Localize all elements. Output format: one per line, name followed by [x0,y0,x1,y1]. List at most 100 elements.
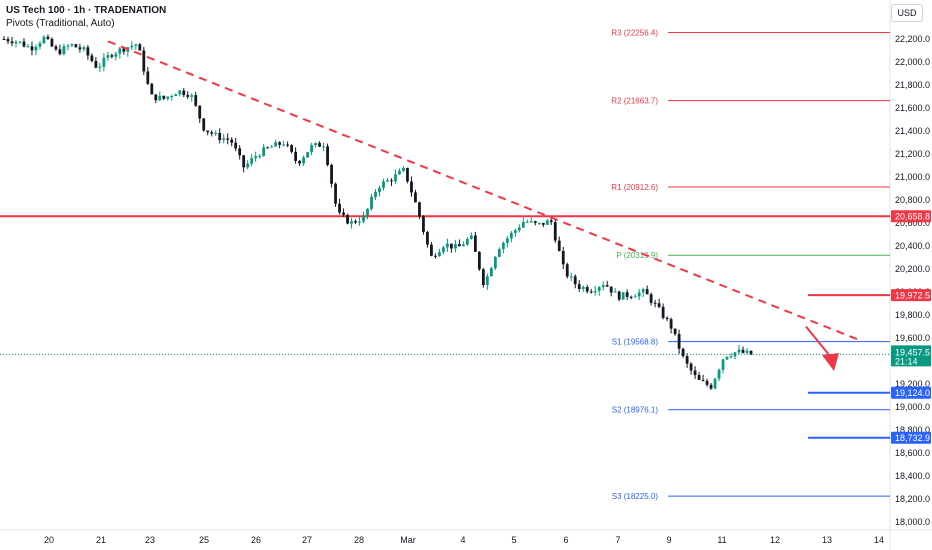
candle-body [573,276,577,285]
candle-body [22,41,26,47]
candle-body [174,94,178,97]
last-price-tag [891,345,931,367]
x-tick-label: 21 [96,535,106,545]
candle-body [657,303,661,307]
candle-body [266,147,270,149]
candle-body [477,251,481,270]
candle-body [693,370,697,376]
candle-body [142,50,146,72]
candle-body [78,47,82,50]
candle-body [509,232,513,239]
candle-body [58,49,62,55]
pivot-label-r1: R1 (20912.6) [611,183,658,192]
pivot-label-p: P (20319.9) [616,251,658,260]
candle-body [729,356,733,358]
x-tick-label: 26 [251,535,261,545]
y-tick-label: 18,600.0 [895,448,930,458]
candle-body [98,66,102,68]
candle-body [653,302,657,304]
candle-body [434,255,437,257]
candle-body [641,289,645,293]
candle-body [290,145,294,152]
candle-body [430,244,433,256]
candle-body [42,36,46,44]
x-tick-label: 6 [563,535,568,545]
candle-body [282,144,286,146]
x-tick-label: 7 [615,535,620,545]
candle-body [382,181,385,188]
x-tick-label: 25 [199,535,209,545]
indicator-label[interactable]: Pivots (Traditional, Auto) [6,18,115,29]
candle-body [370,196,373,209]
candle-body [294,151,298,161]
y-tick-label: 21,800.0 [895,80,930,90]
candle-body [254,156,258,159]
candle-body [465,238,469,245]
candle-body [146,71,150,84]
candle-body [342,212,345,215]
candle-body [110,55,114,57]
candle-body [517,227,521,231]
candle-body [278,142,282,145]
candle-body [422,216,425,232]
candle-body [625,292,629,297]
candle-body [749,350,753,355]
forecast-arrow-head [822,353,839,372]
chart-title: US Tech 100 · 1h · TRADENATION [6,5,167,16]
currency-button[interactable]: USD [891,4,923,22]
candle-body [206,130,210,133]
candle-body [274,142,278,147]
x-tick-label: 11 [717,535,726,545]
candle-body [581,287,585,289]
pivot-label-r3: R3 (22256.4) [611,29,658,38]
x-tick-label: 28 [354,535,364,545]
candle-body [402,167,405,171]
y-tick-label: 20,200.0 [895,264,930,274]
candle-body [438,252,441,257]
candle-body [565,264,569,277]
candle-body [450,243,453,249]
candle-body [114,53,118,57]
x-tick-label: 9 [666,535,671,545]
candle-body [669,319,673,329]
candle-body [170,96,174,98]
y-tick-label: 21,600.0 [895,103,930,113]
y-tick-label: 19,000.0 [895,402,930,412]
candle-body [386,180,389,182]
candle-body [398,170,401,175]
candle-body [346,214,349,224]
candle-body [314,143,317,146]
candle-body [134,44,138,46]
candle-body [637,292,641,297]
candle-body [86,47,90,56]
candle-body [14,41,18,44]
candle-body [593,290,597,293]
candle-body [74,44,78,48]
candle-body [621,292,625,300]
candle-body [2,39,6,40]
candle-body [605,285,609,287]
candle-body [473,235,477,252]
candle-body [390,180,393,182]
candle-body [426,231,429,245]
candle-body [501,242,505,250]
candle-body [713,378,717,389]
y-tick-label: 18,800.0 [895,425,930,435]
candle-body [745,350,749,353]
candle-body [30,46,34,51]
y-tick-label: 21,000.0 [895,172,930,182]
y-tick-label: 19,600.0 [895,333,930,343]
candle-body [330,164,333,184]
candle-body [118,48,122,54]
candle-body [138,44,142,51]
candle-body [46,36,50,39]
candle-body [166,96,170,99]
candle-body [541,222,545,225]
y-tick-label: 22,200.0 [895,34,930,44]
candle-body [645,289,649,295]
pivot-label-s2: S2 (18976.1) [612,406,659,415]
candle-body [378,187,381,192]
candle-body [681,348,685,357]
candle-body [665,317,669,320]
